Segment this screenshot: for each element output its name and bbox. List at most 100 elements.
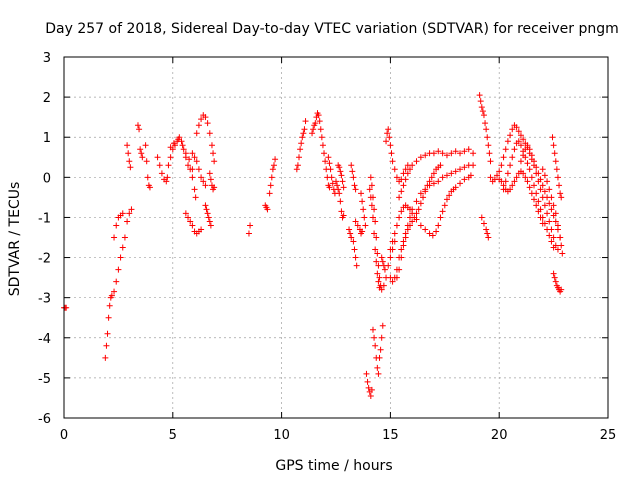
data-point: [353, 262, 360, 269]
data-point: [374, 270, 381, 277]
data-point: [293, 166, 300, 173]
data-point: [299, 134, 306, 141]
data-point: [182, 150, 189, 157]
data-point: [167, 154, 174, 161]
data-point: [376, 274, 383, 281]
data-point: [467, 172, 474, 179]
data-point: [115, 266, 122, 273]
data-point: [406, 222, 413, 229]
series-an: [517, 142, 564, 241]
data-point: [300, 130, 307, 137]
data-point: [189, 222, 196, 229]
data-point: [526, 166, 533, 173]
data-point: [113, 222, 120, 229]
data-point: [193, 130, 200, 137]
data-point: [298, 140, 305, 147]
data-point: [513, 124, 520, 131]
grid-lines: [64, 57, 608, 418]
data-point: [374, 364, 381, 371]
series-v: [348, 162, 359, 193]
data-point: [479, 108, 486, 115]
series-h: [189, 150, 209, 189]
data-point: [134, 122, 141, 129]
data-point: [318, 134, 325, 141]
data-point: [457, 180, 464, 187]
data-point: [415, 206, 422, 213]
data-point: [359, 228, 366, 235]
data-point: [200, 178, 207, 185]
data-point: [550, 270, 557, 277]
data-point: [144, 174, 151, 181]
series-e: [154, 154, 171, 185]
data-point: [185, 162, 192, 169]
data-point: [550, 234, 557, 241]
series-af: [393, 162, 444, 281]
data-point: [552, 218, 559, 225]
series-w: [358, 190, 369, 229]
data-point: [435, 178, 442, 185]
data-point: [272, 156, 279, 163]
data-point: [206, 218, 213, 225]
data-point: [507, 162, 514, 169]
data-point: [404, 226, 411, 233]
data-point: [515, 138, 522, 145]
data-point: [504, 170, 511, 177]
data-point: [372, 246, 379, 253]
data-point: [511, 146, 518, 153]
data-point: [198, 226, 205, 233]
y-tick-label: 1: [43, 131, 51, 146]
data-point: [439, 174, 446, 181]
data-point: [322, 158, 329, 165]
series-u: [352, 218, 366, 237]
data-point: [156, 162, 163, 169]
data-point: [143, 158, 150, 165]
data-point: [531, 158, 538, 165]
data-point: [478, 104, 485, 111]
data-point: [351, 182, 358, 189]
series-ao: [539, 166, 566, 257]
data-point: [126, 210, 133, 217]
data-point: [537, 176, 544, 183]
data-point: [211, 184, 218, 191]
data-point: [328, 174, 335, 181]
data-point: [204, 120, 211, 127]
data-point: [441, 202, 448, 209]
data-point: [364, 378, 371, 385]
data-point: [541, 172, 548, 179]
data-point: [185, 214, 192, 221]
data-point: [531, 196, 538, 203]
data-point: [387, 142, 394, 149]
data-point: [139, 154, 146, 161]
x-tick-label: 5: [169, 428, 177, 443]
data-point: [367, 174, 374, 181]
data-point: [316, 118, 323, 125]
data-point: [541, 202, 548, 209]
data-point: [402, 234, 409, 241]
data-point: [340, 212, 347, 219]
data-point: [430, 180, 437, 187]
data-point: [389, 246, 396, 253]
data-point: [443, 152, 450, 159]
data-point: [366, 186, 373, 193]
plot-border: [63, 56, 609, 419]
data-point: [548, 206, 555, 213]
data-point: [102, 354, 109, 361]
data-point: [378, 286, 385, 293]
data-point: [554, 174, 561, 181]
data-point: [321, 150, 328, 157]
series-k: [206, 170, 218, 193]
data-point: [371, 334, 378, 341]
data-point: [164, 174, 171, 181]
data-point: [361, 214, 368, 221]
data-point: [524, 142, 531, 149]
series-y: [369, 322, 386, 377]
data-point: [270, 162, 277, 169]
data-point: [487, 174, 494, 181]
data-point: [537, 186, 544, 193]
data-point: [465, 146, 472, 153]
data-point: [548, 194, 555, 201]
series-c: [134, 122, 146, 161]
data-point: [528, 190, 535, 197]
data-point: [544, 210, 551, 217]
